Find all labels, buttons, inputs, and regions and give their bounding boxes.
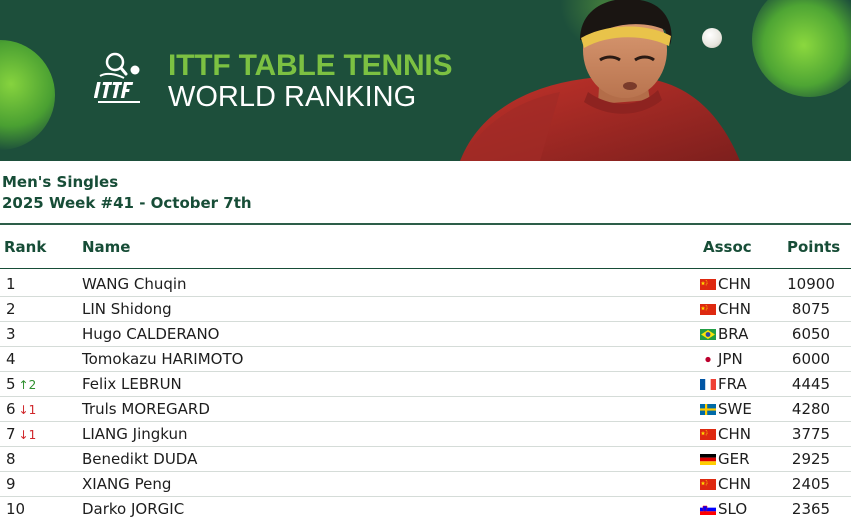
ranking-table: 1 WANG Chuqin CHN 10900 2 LIN Shidong CH… bbox=[0, 272, 851, 521]
association-code: SLO bbox=[718, 500, 748, 518]
column-header-assoc: Assoc bbox=[703, 238, 752, 256]
association-cell: JPN bbox=[700, 350, 743, 368]
rank-change-indicator: ↓1 bbox=[18, 428, 37, 442]
association-cell: SLO bbox=[700, 500, 747, 518]
rank-change-indicator: ↓1 bbox=[18, 403, 37, 417]
association-cell: FRA bbox=[700, 375, 747, 393]
association-code: CHN bbox=[718, 475, 751, 493]
association-code: CHN bbox=[718, 275, 751, 293]
rank-number: 5 bbox=[6, 375, 16, 393]
ittf-logo bbox=[94, 52, 140, 103]
association-cell: CHN bbox=[700, 475, 751, 493]
banner-title-line1: ITTF TABLE TENNIS bbox=[168, 49, 453, 82]
week-label: 2025 Week #41 - October 7th bbox=[2, 194, 252, 212]
rank-cell: 1 bbox=[6, 275, 16, 293]
points-cell: 2925 bbox=[791, 450, 831, 468]
rank-cell: 8 bbox=[6, 450, 16, 468]
rank-number: 6 bbox=[6, 400, 16, 418]
points-cell: 2365 bbox=[791, 500, 831, 518]
flag-chn-icon bbox=[700, 279, 716, 290]
table-row: 9 XIANG Peng CHN 2405 bbox=[0, 472, 851, 497]
association-code: GER bbox=[718, 450, 750, 468]
player-name[interactable]: Tomokazu HARIMOTO bbox=[82, 350, 244, 368]
points-cell: 6000 bbox=[791, 350, 831, 368]
association-cell: BRA bbox=[700, 325, 748, 343]
rank-cell: 4 bbox=[6, 350, 16, 368]
player-name[interactable]: Hugo CALDERANO bbox=[82, 325, 220, 343]
flag-fra-icon bbox=[700, 379, 716, 390]
rank-number: 3 bbox=[6, 325, 16, 343]
divider-top bbox=[0, 223, 851, 225]
player-name[interactable]: XIANG Peng bbox=[82, 475, 172, 493]
flag-chn-icon bbox=[700, 479, 716, 490]
table-tennis-ball-icon bbox=[702, 28, 722, 48]
rank-cell: 7 ↓1 bbox=[6, 425, 36, 443]
association-code: SWE bbox=[718, 400, 752, 418]
association-cell: CHN bbox=[700, 275, 751, 293]
rank-cell: 9 bbox=[6, 475, 16, 493]
banner-title-line2: WORLD RANKING bbox=[168, 81, 417, 113]
ranking-banner: ITTF TABLE TENNIS WORLD RANKING bbox=[0, 0, 851, 161]
table-row: 4 Tomokazu HARIMOTO JPN 6000 bbox=[0, 347, 851, 372]
flag-bra-icon bbox=[700, 329, 716, 340]
association-cell: SWE bbox=[700, 400, 752, 418]
rank-number: 9 bbox=[6, 475, 16, 493]
table-row: 6 ↓1 Truls MOREGARD SWE 4280 bbox=[0, 397, 851, 422]
flag-ger-icon bbox=[700, 454, 716, 465]
rank-number: 8 bbox=[6, 450, 16, 468]
player-name[interactable]: WANG Chuqin bbox=[82, 275, 187, 293]
association-code: CHN bbox=[718, 300, 751, 318]
table-row: 7 ↓1 LIANG Jingkun CHN 3775 bbox=[0, 422, 851, 447]
points-cell: 3775 bbox=[791, 425, 831, 443]
association-cell: GER bbox=[700, 450, 750, 468]
points-cell: 8075 bbox=[791, 300, 831, 318]
player-name[interactable]: Benedikt DUDA bbox=[82, 450, 198, 468]
rank-change-indicator: ↑2 bbox=[18, 378, 37, 392]
points-cell: 2405 bbox=[791, 475, 831, 493]
player-name[interactable]: Felix LEBRUN bbox=[82, 375, 182, 393]
rank-number: 10 bbox=[6, 500, 26, 518]
table-row: 5 ↑2 Felix LEBRUN FRA 4445 bbox=[0, 372, 851, 397]
divider-header bbox=[0, 268, 851, 269]
flag-jpn-icon bbox=[700, 354, 716, 365]
association-code: CHN bbox=[718, 425, 751, 443]
rank-number: 4 bbox=[6, 350, 16, 368]
table-row: 2 LIN Shidong CHN 8075 bbox=[0, 297, 851, 322]
points-cell: 4445 bbox=[791, 375, 831, 393]
player-name[interactable]: LIANG Jingkun bbox=[82, 425, 188, 443]
rank-number: 1 bbox=[6, 275, 16, 293]
table-row: 8 Benedikt DUDA GER 2925 bbox=[0, 447, 851, 472]
table-row: 3 Hugo CALDERANO BRA 6050 bbox=[0, 322, 851, 347]
player-name[interactable]: LIN Shidong bbox=[82, 300, 172, 318]
points-cell: 10900 bbox=[787, 275, 835, 293]
rank-cell: 5 ↑2 bbox=[6, 375, 36, 393]
association-cell: CHN bbox=[700, 300, 751, 318]
table-row: 1 WANG Chuqin CHN 10900 bbox=[0, 272, 851, 297]
decorative-glow-left bbox=[0, 40, 55, 150]
rank-cell: 2 bbox=[6, 300, 16, 318]
rank-number: 7 bbox=[6, 425, 16, 443]
association-cell: CHN bbox=[700, 425, 751, 443]
points-cell: 6050 bbox=[791, 325, 831, 343]
column-header-points: Points bbox=[787, 238, 841, 256]
rank-cell: 10 bbox=[6, 500, 25, 518]
rank-cell: 6 ↓1 bbox=[6, 400, 36, 418]
player-name[interactable]: Truls MOREGARD bbox=[82, 400, 210, 418]
flag-chn-icon bbox=[700, 304, 716, 315]
association-code: FRA bbox=[718, 375, 747, 393]
flag-chn-icon bbox=[700, 429, 716, 440]
table-row: 10 Darko JORGIC SLO 2365 bbox=[0, 497, 851, 521]
column-header-rank: Rank bbox=[4, 238, 47, 256]
points-cell: 4280 bbox=[791, 400, 831, 418]
category-label: Men's Singles bbox=[2, 173, 119, 191]
rank-cell: 3 bbox=[6, 325, 16, 343]
player-name[interactable]: Darko JORGIC bbox=[82, 500, 185, 518]
player-photo bbox=[460, 0, 740, 161]
rank-number: 2 bbox=[6, 300, 16, 318]
association-code: BRA bbox=[718, 325, 749, 343]
flag-slo-icon bbox=[700, 504, 716, 515]
column-header-name: Name bbox=[82, 238, 131, 256]
association-code: JPN bbox=[718, 350, 743, 368]
flag-swe-icon bbox=[700, 404, 716, 415]
